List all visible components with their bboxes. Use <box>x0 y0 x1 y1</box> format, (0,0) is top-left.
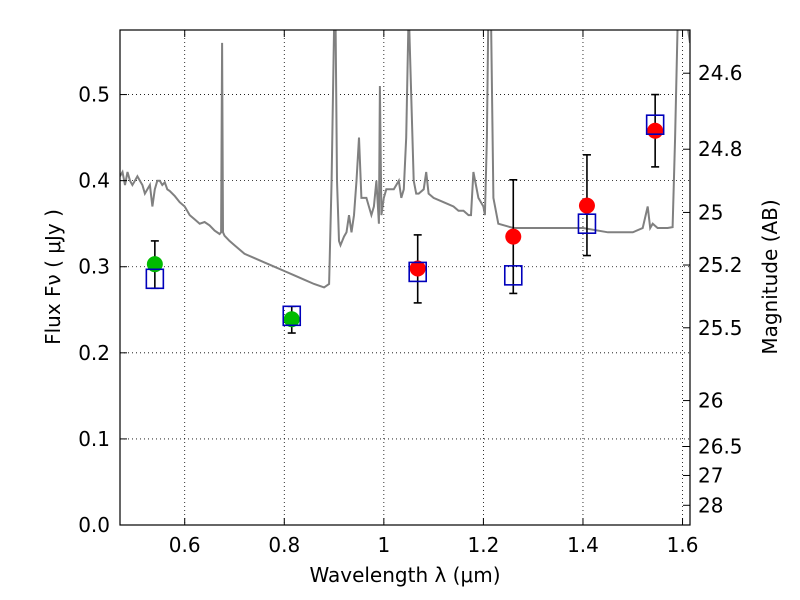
y2-tick-label: 26.5 <box>698 434 743 458</box>
data-point <box>505 228 522 245</box>
y2-tick-label: 26 <box>698 389 723 413</box>
y2-tick-label: 25 <box>698 200 723 224</box>
data-point <box>283 311 300 328</box>
model-square <box>282 305 302 327</box>
model-spectrum-line <box>120 30 690 289</box>
data-point <box>647 122 664 139</box>
y2-axis-label: Magnitude (AB) <box>758 199 782 354</box>
y-tick-label: 0.2 <box>78 341 110 365</box>
y2-tick-label: 28 <box>698 493 723 517</box>
y2-tick-label: 27 <box>698 463 723 487</box>
model-photometry-squares <box>145 114 665 327</box>
x-tick-label: 1 <box>377 533 390 557</box>
x-tick-label: 1.6 <box>667 533 699 557</box>
y-axis-ticks: 0.0 0.1 0.2 0.3 0.4 0.5 <box>78 83 127 537</box>
model-square <box>145 268 165 290</box>
model-square <box>408 261 427 283</box>
y-tick-label: 0.4 <box>78 169 110 193</box>
model-square <box>503 265 523 286</box>
y-tick-label: 0.1 <box>78 427 110 451</box>
y2-axis-ticks: 24.6 24.8 25 25.2 25.5 26 26.5 27 28 <box>683 61 743 517</box>
model-square <box>577 213 597 234</box>
plot-frame <box>119 29 691 526</box>
x-tick-label: 1.2 <box>467 533 499 557</box>
y-tick-label: 0.3 <box>78 255 110 279</box>
x-axis-label: Wavelength λ (μm) <box>309 563 500 587</box>
y2-tick-label: 24.6 <box>698 61 743 85</box>
model-square <box>645 114 665 135</box>
y2-tick-label: 25.5 <box>698 316 743 340</box>
y-tick-label: 0.0 <box>78 513 110 537</box>
y-tick-label: 0.5 <box>78 83 110 107</box>
plot-background <box>120 30 690 525</box>
y2-tick-label: 25.2 <box>698 253 743 277</box>
data-point <box>146 256 163 273</box>
data-point <box>578 197 595 214</box>
x-axis-ticks: 0.6 0.8 1 1.2 1.4 1.6 <box>169 30 699 557</box>
x-tick-label: 0.6 <box>169 533 201 557</box>
y-axis-label: Flux Fν ( μJy ) <box>41 209 65 345</box>
x-tick-label: 1.4 <box>567 533 599 557</box>
data-point <box>409 260 426 277</box>
x-tick-label: 0.8 <box>268 533 300 557</box>
y2-tick-label: 24.8 <box>698 137 743 161</box>
